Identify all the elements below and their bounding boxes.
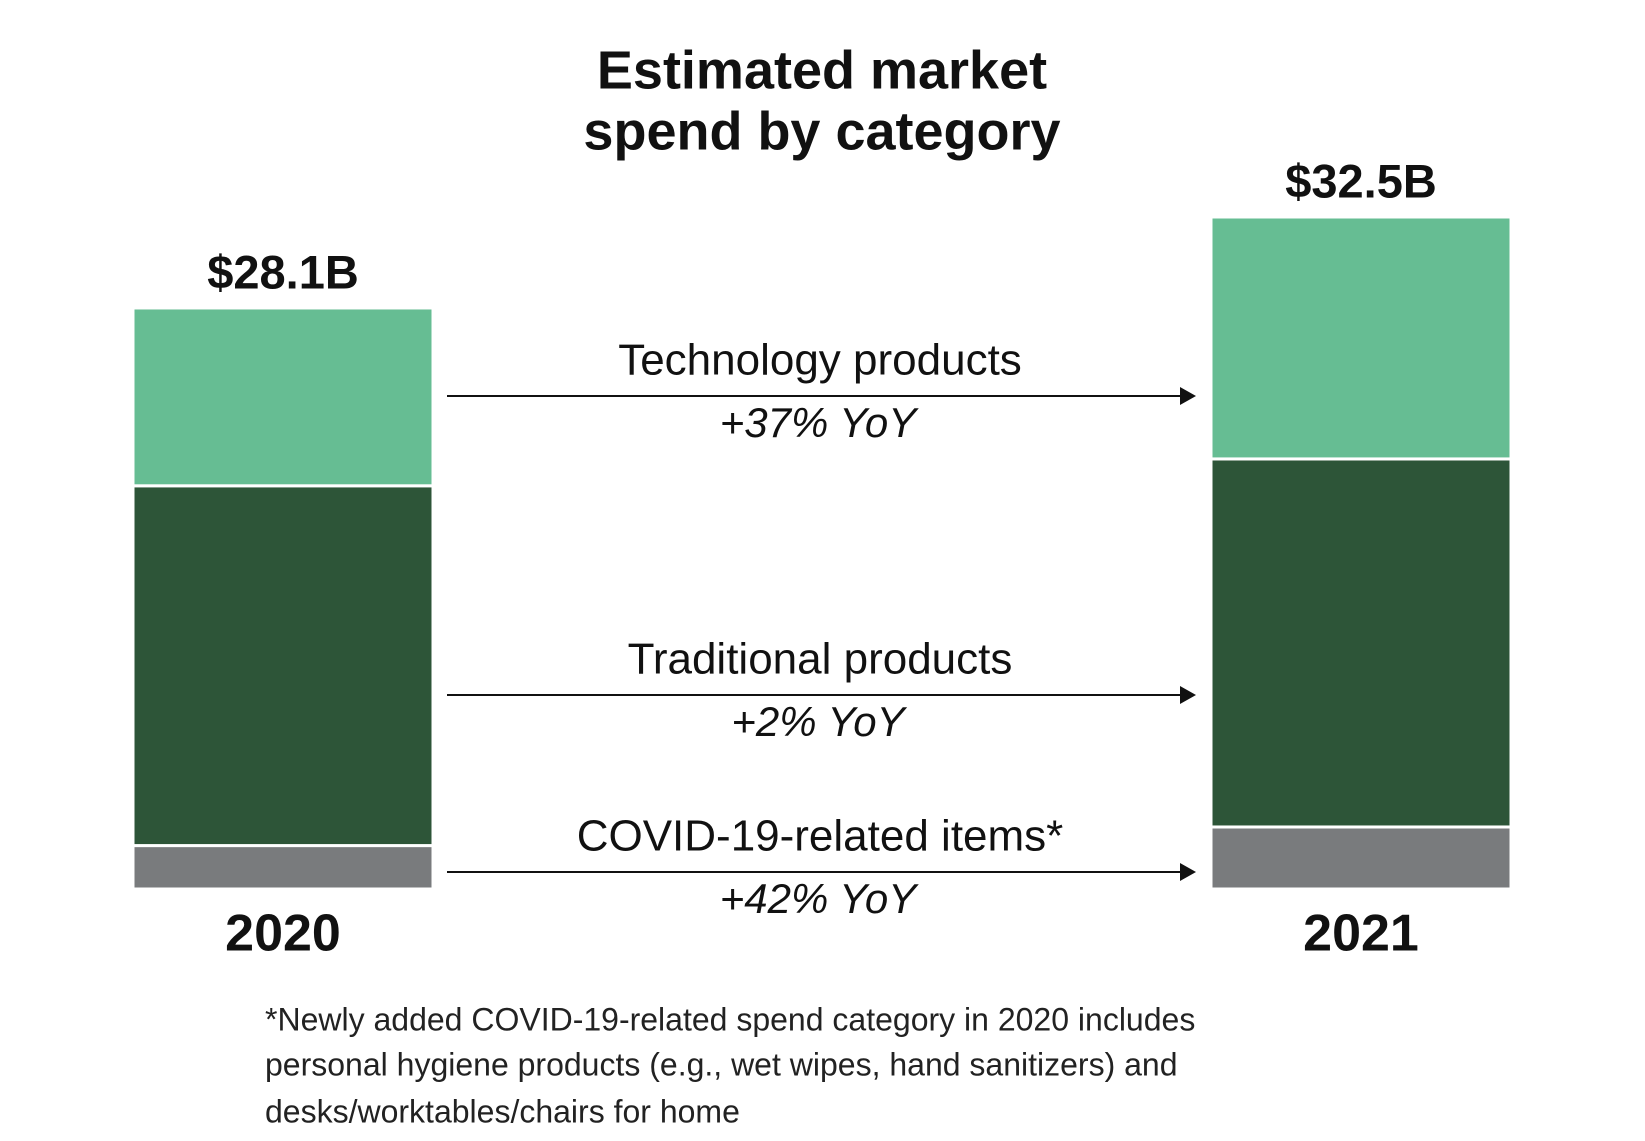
total-label: $28.1B bbox=[207, 245, 359, 298]
arrow-head bbox=[1180, 686, 1196, 704]
annotation: +42% YoY bbox=[720, 875, 920, 922]
total-label: $32.5B bbox=[1285, 154, 1437, 207]
chart-title: spend by category bbox=[583, 101, 1060, 161]
annotation: +2% YoY bbox=[731, 698, 907, 745]
x-tick-label: 2021 bbox=[1303, 905, 1419, 963]
footnote: personal hygiene products (e.g., wet wip… bbox=[265, 1046, 1178, 1082]
arrow-head bbox=[1180, 863, 1196, 881]
footnote: *Newly added COVID-19-related spend cate… bbox=[265, 1001, 1195, 1037]
arrow-head bbox=[1180, 387, 1196, 405]
bar-segment bbox=[131, 306, 435, 488]
chart-title: Estimated market bbox=[597, 40, 1047, 100]
annotation: +37% YoY bbox=[720, 399, 920, 446]
bar-segment bbox=[131, 844, 435, 891]
bar-segment bbox=[131, 484, 435, 848]
bar-segment bbox=[1209, 825, 1513, 891]
bar-segment bbox=[1209, 457, 1513, 829]
legend-label: Technology products bbox=[618, 336, 1022, 385]
bar-segment bbox=[1209, 215, 1513, 461]
x-tick-label: 2020 bbox=[225, 905, 341, 963]
legend-label: Traditional products bbox=[628, 635, 1013, 684]
legend-label: COVID-19-related items* bbox=[577, 812, 1064, 861]
footnote: desks/worktables/chairs for home bbox=[265, 1093, 740, 1129]
